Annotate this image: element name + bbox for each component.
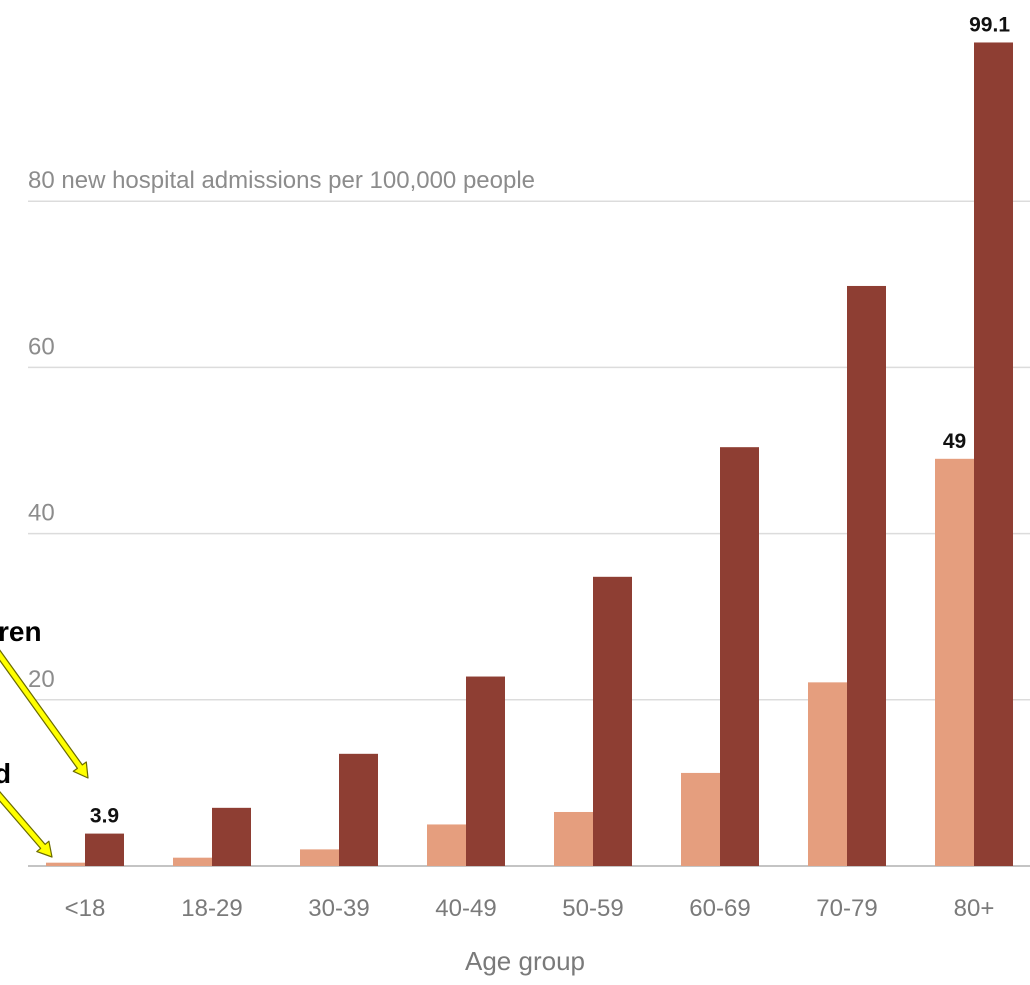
bar-s0-c3 <box>427 824 466 866</box>
x-axis-title: Age group <box>465 946 585 976</box>
bar-s1-c0 <box>85 833 124 866</box>
bar-s0-c0 <box>46 862 85 866</box>
x-tick-label: <18 <box>65 895 106 922</box>
x-tick-label: 40-49 <box>435 895 496 922</box>
y-axis-ticks: 20 40 60 80 new hospital admissions per 100… <box>28 167 535 693</box>
x-tick-label: 18-29 <box>181 895 242 922</box>
y-axis-label: new hospital admissions per 100,000 peop… <box>55 167 535 194</box>
bar-s1-c5 <box>720 447 759 866</box>
annotation-arrow <box>0 649 89 779</box>
x-tick-label: 30-39 <box>308 895 369 922</box>
bar-s1-c6 <box>847 285 886 866</box>
bar-s1-c1 <box>212 807 251 866</box>
data-labels: 3.9 49 99.1 <box>90 13 1010 827</box>
bar-s0-c1 <box>173 857 212 866</box>
data-label: 3.9 <box>90 805 119 828</box>
y-tick-label-top: 80 new hospital admissions per 100,000 p… <box>28 167 535 194</box>
bar-s0-c2 <box>300 849 339 866</box>
bar-s0-c6 <box>808 682 847 866</box>
annotation-text: ren <box>0 616 42 647</box>
bar-s0-c4 <box>554 811 593 866</box>
y-tick-label: 60 <box>28 333 55 360</box>
y-tick-label: 20 <box>28 666 55 693</box>
x-tick-label: 50-59 <box>562 895 623 922</box>
bar-s0-c5 <box>681 772 720 866</box>
x-tick-label: 60-69 <box>689 895 750 922</box>
data-label: 49 <box>943 430 966 453</box>
bar-s0-c7 <box>935 458 974 866</box>
annotations: ren d <box>0 616 89 858</box>
x-tick-label: 70-79 <box>816 895 877 922</box>
bars <box>46 42 1013 866</box>
annotation-arrow <box>0 791 53 858</box>
annotation-text: d <box>0 758 11 789</box>
y-tick-label: 40 <box>28 500 55 527</box>
data-label: 99.1 <box>969 13 1010 36</box>
bar-s1-c3 <box>466 676 505 866</box>
x-tick-label: 80+ <box>954 895 995 922</box>
x-axis-ticks: <18 18-29 30-39 40-49 50-59 60-69 70-79 80+ <box>65 895 995 922</box>
bar-s1-c4 <box>593 576 632 866</box>
bar-s1-c2 <box>339 753 378 866</box>
bar-s1-c7 <box>974 42 1013 866</box>
